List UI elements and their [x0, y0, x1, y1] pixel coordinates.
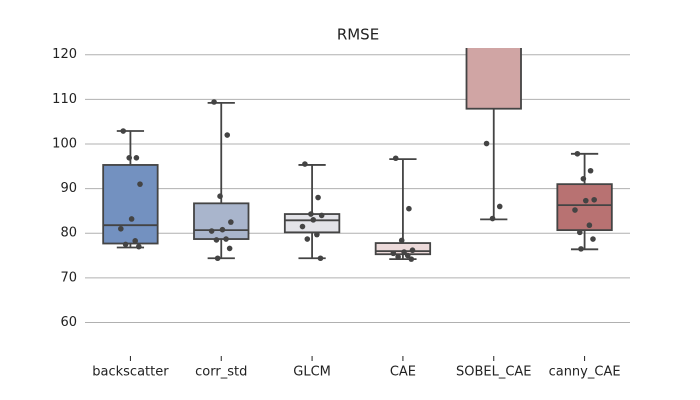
data-point [211, 99, 217, 105]
plot-area [102, 48, 613, 262]
data-point [401, 249, 407, 255]
data-point [582, 197, 589, 204]
data-point [299, 223, 306, 230]
y-tick-label: 120 [52, 47, 77, 62]
data-point [219, 226, 226, 233]
data-point [483, 140, 490, 147]
data-point [395, 254, 401, 260]
data-point [317, 255, 324, 262]
y-tick-label: 70 [60, 270, 77, 285]
box [193, 202, 250, 240]
data-point [136, 243, 142, 250]
box [102, 164, 159, 245]
data-point [120, 128, 127, 134]
data-point [213, 237, 220, 243]
data-point [302, 161, 308, 167]
data-point [580, 175, 587, 182]
x-tick-label: canny_CAE [549, 365, 621, 380]
data-point [304, 236, 311, 242]
x-tick-label: GLCM [293, 365, 331, 380]
box [556, 183, 613, 232]
data-point [208, 228, 215, 234]
data-point [308, 211, 314, 217]
data-point [226, 245, 233, 252]
data-point [586, 222, 593, 229]
data-point [310, 217, 317, 223]
data-point [578, 246, 584, 252]
data-point [406, 205, 412, 212]
data-point [318, 212, 325, 219]
data-point [574, 150, 581, 157]
data-point [128, 216, 135, 222]
data-point [576, 229, 583, 236]
data-point [572, 207, 578, 213]
x-tick-label: SOBEL_CAE [456, 365, 532, 380]
y-tick-label: 100 [52, 136, 77, 151]
y-tick-label: 80 [60, 226, 77, 241]
x-tick-label: CAE [390, 365, 416, 380]
data-point [409, 247, 416, 254]
data-point [489, 215, 496, 222]
box [283, 213, 341, 234]
data-point [591, 196, 597, 203]
y-tick-label: 60 [60, 315, 77, 330]
data-point [223, 236, 229, 242]
data-point [392, 155, 399, 162]
y-tick-label: 90 [60, 181, 77, 196]
data-point [228, 219, 234, 225]
data-point [587, 167, 594, 174]
data-point [496, 203, 503, 210]
data-point [133, 155, 140, 161]
data-point [398, 237, 405, 244]
chart-title: RMSE [337, 26, 379, 44]
box [465, 48, 522, 110]
data-point [126, 155, 133, 161]
data-point [590, 236, 596, 242]
data-point [390, 250, 397, 257]
data-point [408, 256, 415, 262]
data-point [217, 193, 223, 199]
data-point [118, 225, 124, 232]
data-point [132, 238, 139, 244]
data-point [315, 194, 321, 201]
x-tick-label: backscatter [92, 365, 169, 380]
grid [85, 54, 630, 324]
y-tick-label: 110 [52, 92, 77, 107]
axes: 60 70 80 90 100 110 120 backscatter corr_std GLCM… [52, 47, 620, 379]
data-point [224, 132, 231, 138]
data-point [137, 181, 143, 187]
data-point [214, 255, 221, 262]
data-point [122, 241, 129, 248]
data-point [404, 252, 411, 259]
data-point [314, 231, 320, 238]
x-tick-label: corr_std [195, 365, 247, 380]
